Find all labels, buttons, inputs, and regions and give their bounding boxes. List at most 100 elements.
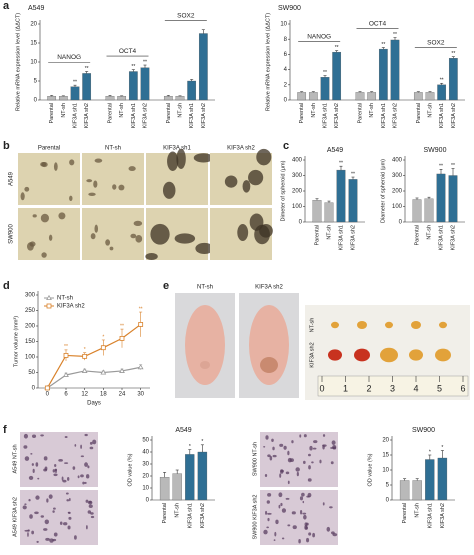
bar [320,77,330,101]
photo-detail [84,433,88,437]
photo-detail [24,186,30,192]
bar [140,67,150,101]
column-label: Parental [38,146,60,152]
chart-title: A549 [327,147,343,154]
photo-detail [301,492,305,497]
photo-detail [326,526,331,532]
photo-detail [332,444,337,450]
photo-detail [43,528,48,531]
photo-detail [292,525,297,530]
photo-detail [23,445,28,449]
photo-detail [53,532,58,537]
marker [44,385,50,391]
significance: ** [440,78,444,84]
bar [355,92,365,101]
y-tick-label: 40 [142,450,149,456]
photo-detail [66,499,70,502]
chart-title: SW900 [412,427,435,434]
photo-detail [302,500,305,504]
photo-detail [77,475,80,479]
photo-detail [66,476,70,481]
ruler-label: 3 [390,383,395,393]
y-tick-label: 200 [392,189,403,195]
photo-detail [90,233,96,240]
photo-detail [28,498,31,502]
x-tick-label: KIF3A sh1 [338,225,344,250]
bar [324,202,334,223]
y-tick-label: 8 [284,37,288,43]
photo-detail [176,148,186,170]
x-tick-label: Parental [402,503,408,524]
y-axis-label: OD value (%) [367,453,373,486]
x-tick-label: KIF3A sh1 [427,503,433,528]
photo-detail [291,511,296,515]
significance: * [201,439,203,445]
bar [308,92,318,101]
bar [336,169,346,223]
y-tick-label: 10 [382,468,389,474]
x-tick-label: NT-sh [311,103,317,118]
photo-detail [332,533,338,537]
significance: ** [139,306,143,312]
photo-detail [287,457,292,463]
photo-detail [94,158,103,163]
photo-detail [88,192,96,197]
y-axis-label: Relative mRNA expression level (ΔΔCT) [15,13,21,111]
photo-detail [31,463,34,466]
tumor [435,348,451,362]
x-tick-label: Parental [357,103,363,124]
photo-detail [53,162,58,171]
photo-detail [162,181,176,199]
photo-detail [322,434,326,437]
bar [117,96,127,101]
photo-detail [308,532,312,536]
significance: * [429,449,431,455]
photo-detail [37,477,40,480]
x-tick-label: Parental [107,103,113,124]
photo-detail [150,223,170,245]
tumor [385,321,393,329]
chart-title: A549 [175,427,191,434]
x-tick-label: NT-sh [61,103,67,118]
tumor [357,321,367,329]
mouse [185,305,225,385]
photo-detail [52,469,56,473]
photo-detail [329,506,333,509]
photo-detail [64,435,68,438]
significance: ** [323,70,327,76]
x-tick-label: NT-sh [426,225,432,240]
bar [437,84,447,101]
significance: ** [339,161,343,167]
y-tick-label: 0 [146,498,150,504]
photo-detail [295,467,300,472]
bar [187,80,197,101]
photo-detail [53,507,56,510]
bar [105,96,115,101]
photo-detail [89,441,93,445]
x-tick-label: Parental [314,225,320,246]
row-label: A549 NT-sh [12,444,18,473]
photo-detail [265,510,268,515]
bar [47,96,57,101]
photo-detail [285,497,290,500]
y-axis-label: Relative mRNA expression level (ΔΔCT) [265,13,271,111]
photo-detail [54,464,57,467]
y-axis-label: Dimeter of spheroid (μm) [280,160,286,221]
x-tick-label: Parental [49,103,55,124]
y-tick-label: 2 [284,82,288,88]
photo-detail [278,492,283,498]
panel-label: d [3,280,10,292]
photo-detail [30,452,33,455]
photo-detail [72,466,76,470]
y-tick-label: 10 [30,60,37,66]
y-tick-label: 15 [382,453,389,459]
photo-detail [23,433,28,439]
x-tick-label: KIF3A sh1 [439,103,445,128]
photo-detail [273,539,276,541]
photo-detail [58,212,66,220]
photo-detail [311,461,314,464]
x-tick-label: NT-sh [177,103,183,118]
tumor [328,349,342,361]
x-tick-label: KIF3A sh2 [350,225,356,250]
bar [425,459,435,501]
